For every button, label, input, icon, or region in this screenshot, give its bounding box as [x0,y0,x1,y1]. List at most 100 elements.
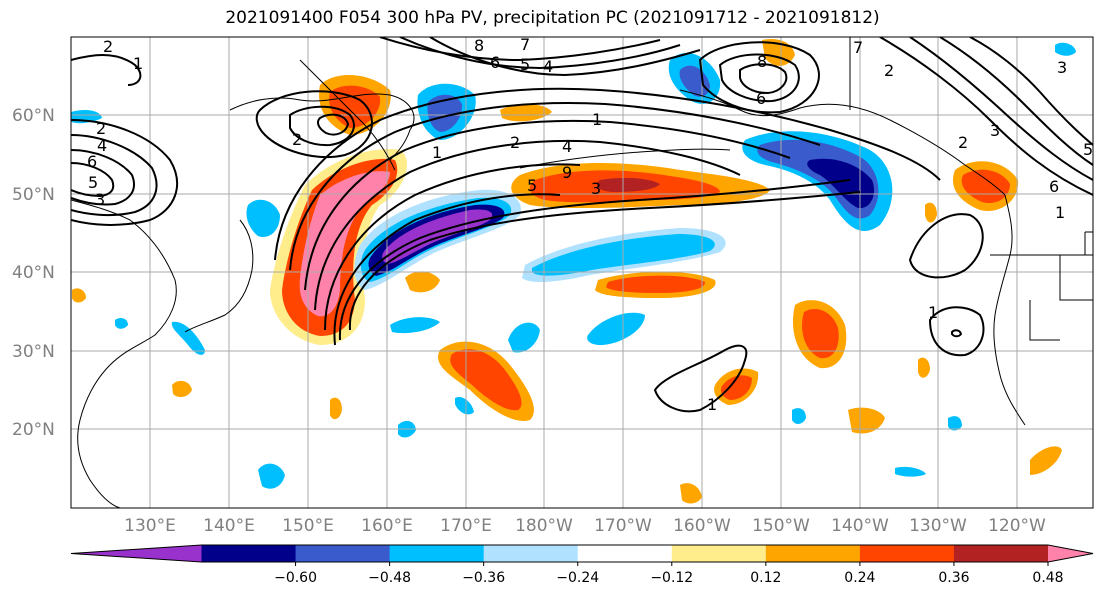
pv-closed-contour-nw-2 [289,105,355,147]
pv-contour-top-1 [379,37,661,62]
lon-label-130e: 130°E [124,516,176,536]
colorbar-swatch [953,545,1049,562]
contour-label: 2 [958,133,968,152]
graticule [71,37,1093,508]
lon-label-160w: 160°W [673,516,731,536]
negative-anomaly-japan [246,199,280,238]
colorbar-tick-label: 0.12 [750,570,781,586]
pv-right-2 [909,37,1093,181]
colorbar-swatch [859,545,955,562]
lat-label-60n: 60°N [12,106,55,126]
positive-anomaly-small-11 [72,288,86,303]
positive-anomaly-kuril-core [299,171,390,317]
colorbar-tick-label: −0.24 [556,570,599,586]
lon-label-170e: 170°E [440,516,492,536]
negative-anomaly-gulf-of-alaska-core [807,158,875,209]
us-states [1029,231,1093,341]
contour-label: 9 [562,163,572,182]
colorbar-swatch-extend-max [1048,545,1093,562]
contour-label: 1 [1055,203,1065,222]
negative-anomaly-small-11 [1055,42,1076,56]
colorbar-outline [70,544,1094,563]
positive-anomaly-hawaii-north-inner [606,275,706,293]
pv-left-edge-4 [71,162,115,198]
contour-labels: 2 1 2 4 6 5 3 8 7 6 5 4 8 6 2 3 7 1 2 1 [87,35,1093,414]
contour-label: 3 [591,179,601,198]
map-frame [70,36,1094,509]
colorbar-tick-label: −0.60 [274,570,317,586]
contour-label: 5 [88,173,98,192]
contour-label: 2 [292,130,302,149]
colorbar-tick-label: −0.36 [462,570,505,586]
precipitation-shading [71,38,1076,504]
negative-anomaly-okhotsk-inner [427,94,463,132]
colorbar-swatch [389,545,485,562]
contour-label: 6 [87,152,97,171]
negative-anomaly-small-6 [455,396,474,415]
positive-anomaly-small-2 [500,104,552,122]
pv-left-edge-2 [71,134,158,217]
lon-label-180w: 180°W [515,516,573,536]
positive-anomaly-small-4 [848,407,885,434]
lon-label-130w: 130°W [909,516,967,536]
pv-right-1 [879,37,1093,196]
contour-label: 7 [520,35,530,54]
pv-jet-core-2 [348,191,861,331]
lon-label-150e: 150°E [282,516,334,536]
pv-contour-6 [333,193,561,346]
contour-label: 5 [1083,140,1093,159]
pv-left-edge-1 [71,119,179,226]
colorbar-tick-label: 0.24 [844,570,875,586]
longitude-labels: 130°E 140°E 150°E 160°E 170°E 180°W 170°… [124,516,1046,536]
negative-anomaly-south-japan [171,321,205,355]
contour-label: 3 [990,121,1000,140]
colorbar-swatch [671,545,767,562]
pv-contour-3 [304,119,791,291]
lat-label-50n: 50°N [12,185,55,205]
colorbar-tick-label: 0.36 [938,570,969,586]
pv-jet-core-1 [338,179,851,341]
contour-label: 6 [1049,177,1059,196]
japan-coastline [184,219,254,333]
north-america-coastline [993,194,1026,426]
colorbar-swatch [765,545,861,562]
positive-anomaly-small-6 [172,380,192,398]
contour-label: 4 [562,137,572,156]
colorbar-swatch [577,545,673,562]
pv-closed-contour-alaska-2 [718,53,800,103]
colorbar-tick-label: −0.48 [368,570,411,586]
contour-label: 3 [95,190,105,209]
pv-subtropical-small [951,329,963,338]
map-title: 2021091400 F054 300 hPa PV, precipitatio… [225,8,880,28]
colorbar-tick-label: 0.48 [1032,570,1063,586]
pv-right-closed [908,213,984,279]
positive-anomaly-small-7 [330,397,342,420]
lat-label-40n: 40°N [12,263,55,283]
contour-label: 2 [96,119,106,138]
contour-label: 4 [97,136,107,155]
pv-right-3 [939,37,1093,166]
lon-label-160e: 160°E [361,516,413,536]
negative-anomaly-small-8 [895,466,926,477]
contour-label: 2 [884,61,894,80]
negative-anomaly-small-10 [115,317,128,329]
positive-anomaly-small-5 [1030,446,1062,475]
contour-label: 5 [527,176,537,195]
contour-label: 4 [543,57,553,76]
colorbar-swatches [70,544,1094,563]
pv-left-top [71,54,142,86]
pv-closed-contour-nw-3 [317,113,350,136]
pv-contour-2 [289,102,821,271]
contour-label: 2 [510,133,520,152]
contour-label: 8 [757,52,767,71]
pv-contour-4 [314,139,741,311]
positive-anomaly-small-9 [918,357,930,378]
pv-left-edge-3 [71,149,135,206]
negative-anomaly-small-9 [948,416,962,431]
lon-label-150w: 150°W [752,516,810,536]
pv-closed-contour-alaska-1 [698,41,820,114]
lat-label-30n: 30°N [12,342,55,362]
lat-label-20n: 20°N [12,420,55,440]
colorbar-swatch [201,545,297,562]
